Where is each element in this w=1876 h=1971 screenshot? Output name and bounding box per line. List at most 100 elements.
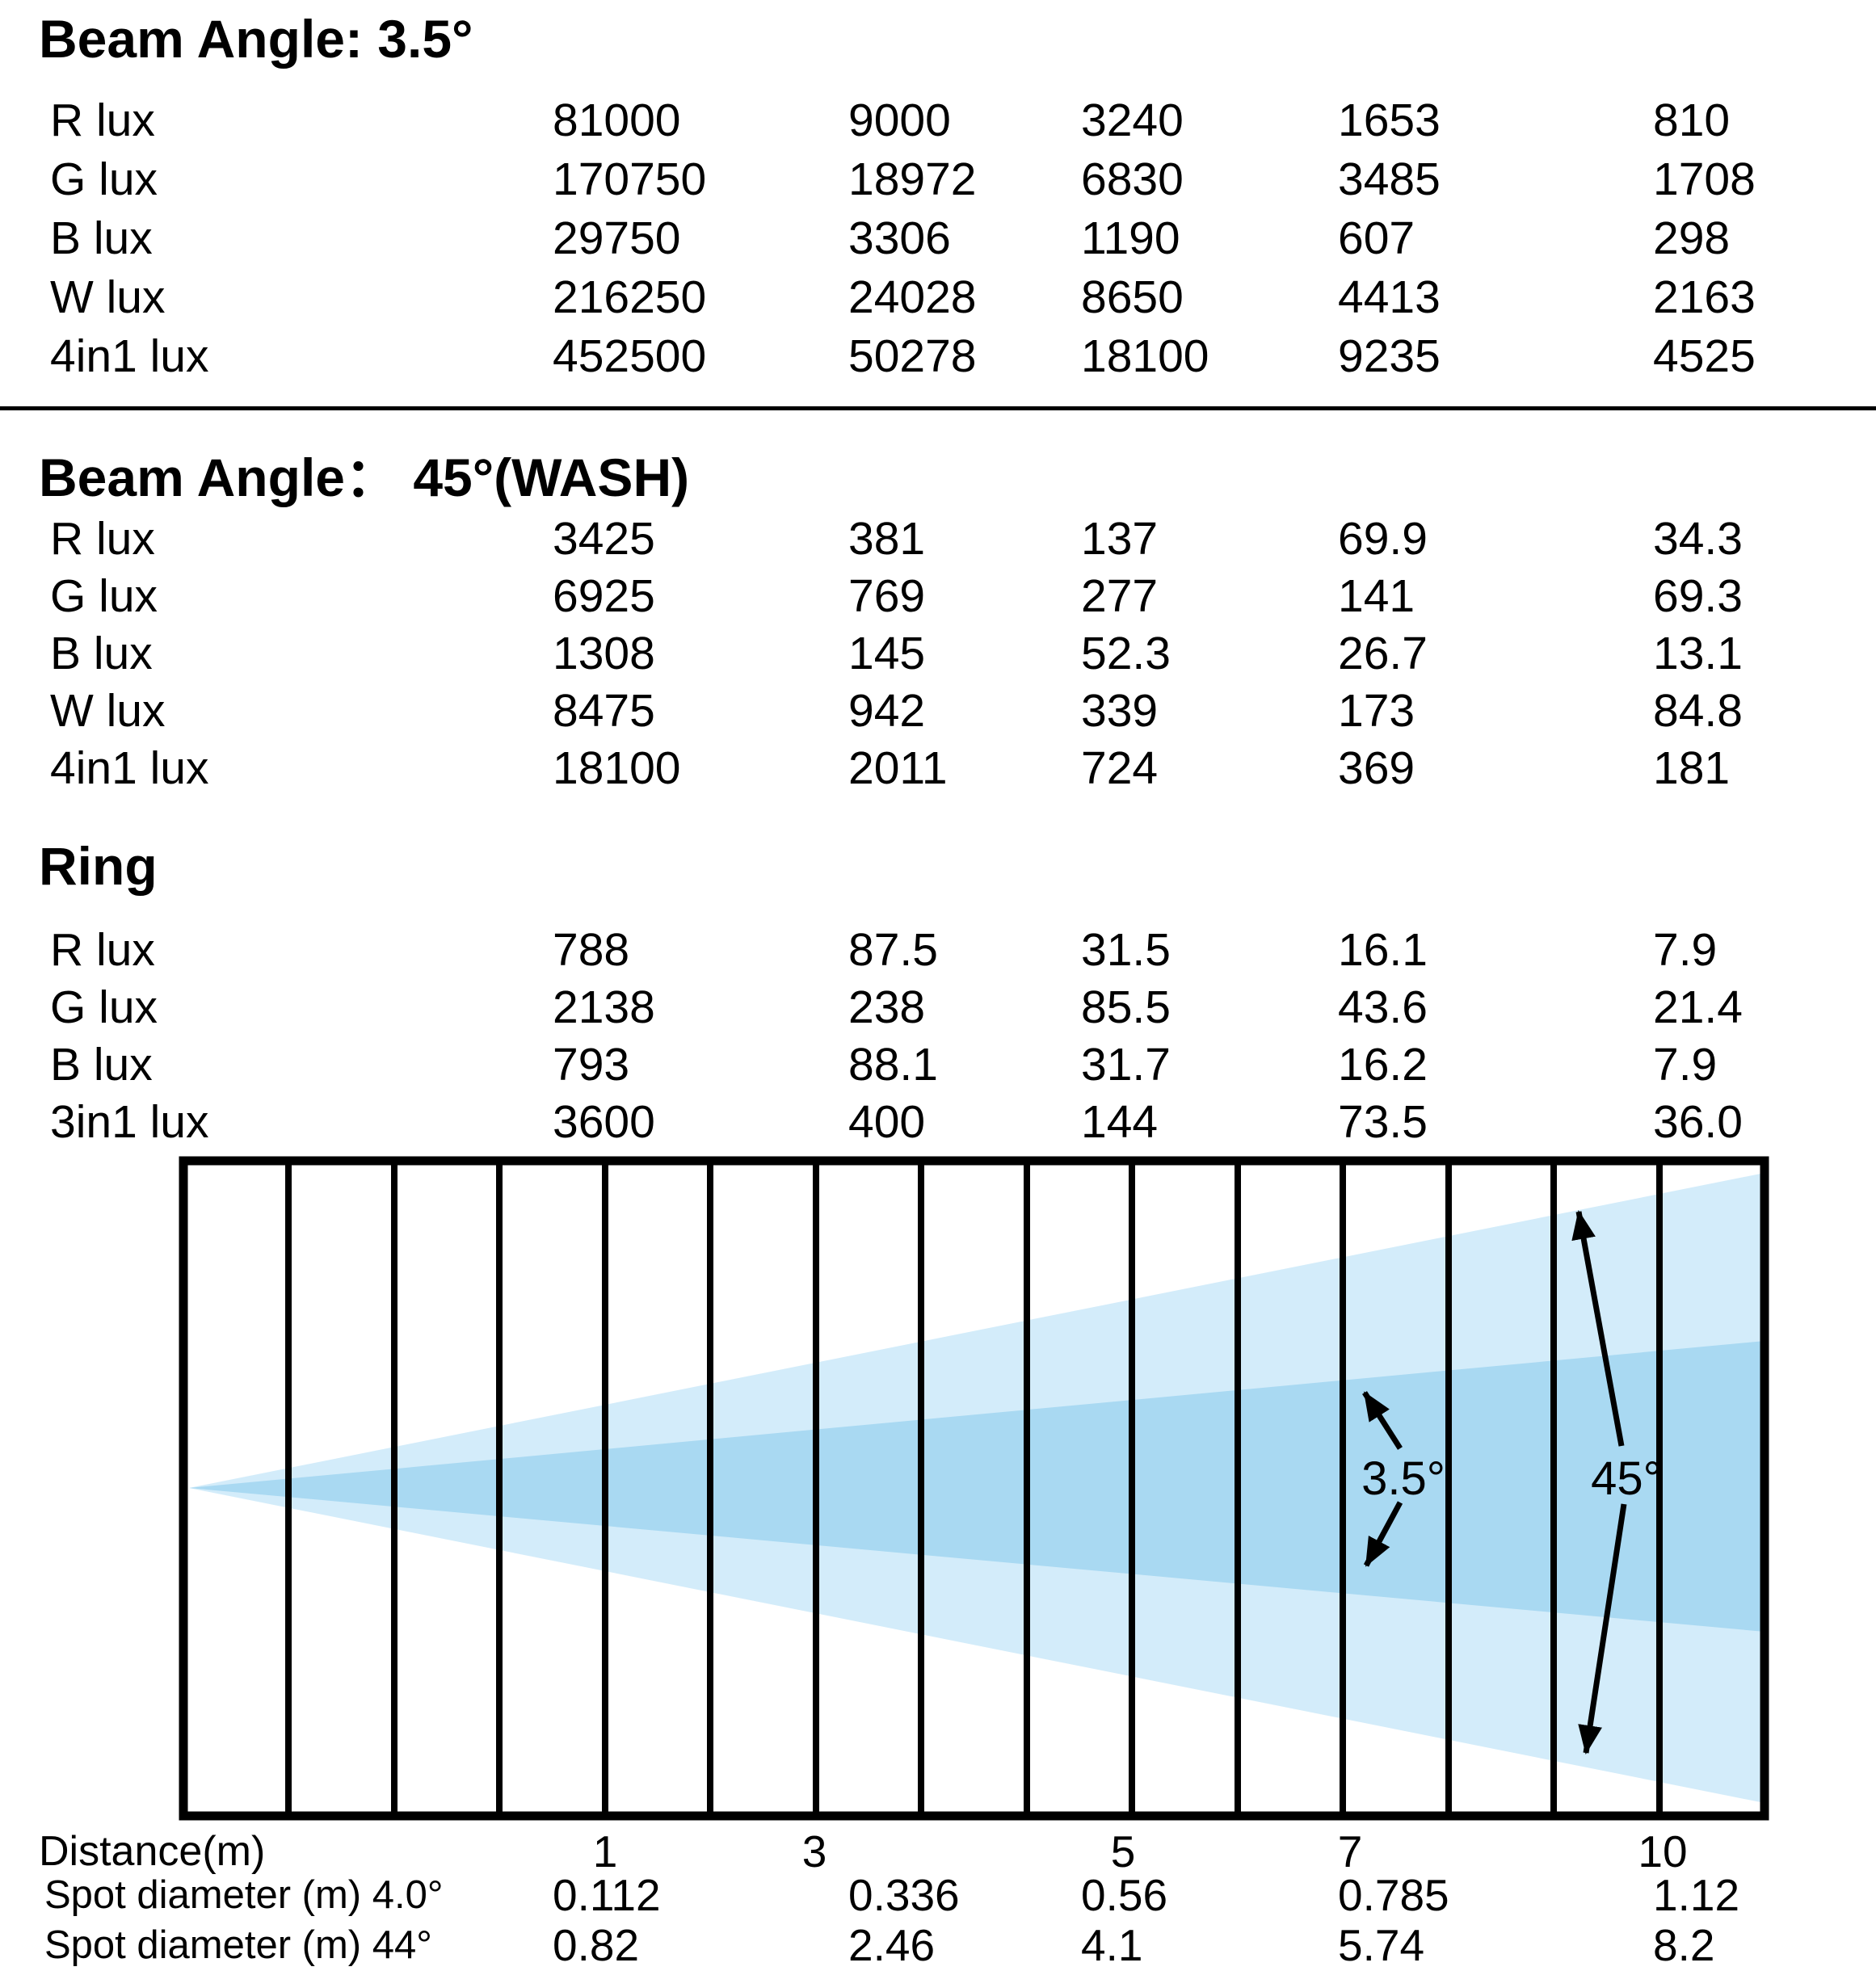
ring-table: R lux 788 87.5 31.5 16.1 7.9 G lux 2138 … <box>0 923 1876 1153</box>
spot-diameter-value: 0.785 <box>1338 1870 1449 1920</box>
lux-value: 181 <box>1653 742 1731 794</box>
spot-diameter-value: 8.2 <box>1653 1920 1715 1970</box>
table-row: G lux 6925 769 277 141 69.3 <box>0 569 1876 627</box>
lux-value: 7.9 <box>1653 1039 1718 1091</box>
lux-value: 50278 <box>848 330 977 382</box>
lux-value: 43.6 <box>1338 981 1428 1033</box>
lux-value: 400 <box>848 1096 926 1148</box>
distance-value: 1 <box>592 1826 618 1876</box>
lux-value: 4525 <box>1653 330 1756 382</box>
lux-value: 8650 <box>1081 271 1184 323</box>
spot-diameter-value: 5.74 <box>1338 1920 1425 1970</box>
distance-gridlines <box>285 1161 1663 1816</box>
lux-value: 21.4 <box>1653 981 1743 1033</box>
lux-value: 73.5 <box>1338 1096 1428 1148</box>
lux-value: 1308 <box>553 628 655 679</box>
table-row: R lux 81000 9000 3240 1653 810 <box>0 94 1876 153</box>
section-divider <box>0 406 1876 410</box>
lux-value: 8475 <box>553 685 655 737</box>
lux-value: 170750 <box>553 153 707 205</box>
lux-value: 16.2 <box>1338 1039 1428 1091</box>
lux-value: 788 <box>553 924 630 976</box>
table-row: 4in1 lux 18100 2011 724 369 181 <box>0 742 1876 799</box>
lux-value: 4413 <box>1338 271 1441 323</box>
table-row: W lux 216250 24028 8650 4413 2163 <box>0 271 1876 330</box>
lux-value: 145 <box>848 628 926 679</box>
row-label: G lux <box>50 153 158 205</box>
narrow-angle-arrow-down-icon <box>1363 1501 1403 1567</box>
section2-title: Beam Angle： 45°(WASH) <box>39 448 690 507</box>
lux-value: 9000 <box>848 95 951 146</box>
row-label: R lux <box>50 924 155 976</box>
narrow-angle-arrow-up-icon <box>1362 1391 1403 1450</box>
narrow-beam-angle-label: 3.5° <box>1361 1452 1445 1505</box>
lux-value: 942 <box>848 685 926 737</box>
lux-value: 298 <box>1653 212 1731 264</box>
lux-value: 3306 <box>848 212 951 264</box>
diagram-frame <box>179 1156 1769 1821</box>
lux-value: 381 <box>848 513 926 565</box>
lux-value: 452500 <box>553 330 707 382</box>
table-row: 4in1 lux 452500 50278 18100 9235 4525 <box>0 330 1876 389</box>
row-label: R lux <box>50 513 155 565</box>
table-row: 3in1 lux 3600 400 144 73.5 36.0 <box>0 1095 1876 1153</box>
lux-value: 81000 <box>553 95 681 146</box>
table-row: R lux 3425 381 137 69.9 34.3 <box>0 512 1876 569</box>
lux-value: 69.9 <box>1338 513 1428 565</box>
lux-value: 137 <box>1081 513 1159 565</box>
spot-diameter-value: 0.112 <box>553 1870 661 1920</box>
spot-diameter-value: 1.12 <box>1653 1870 1740 1920</box>
spot-diameter-value: 0.56 <box>1081 1870 1168 1920</box>
lux-value: 144 <box>1081 1096 1159 1148</box>
wide-angle-arrow-up-icon <box>1571 1210 1625 1447</box>
distance-value: 7 <box>1337 1826 1363 1876</box>
angle-arrows <box>1362 1210 1627 1755</box>
table-row: G lux 170750 18972 6830 3485 1708 <box>0 153 1876 212</box>
lux-value: 18972 <box>848 153 977 205</box>
row-label: 4in1 lux <box>50 330 209 382</box>
section1-title: Beam Angle: 3.5° <box>39 9 473 69</box>
lux-value: 141 <box>1338 570 1415 622</box>
spot-diameter-value: 4.1 <box>1081 1920 1143 1970</box>
row-label: R lux <box>50 95 155 146</box>
lux-value: 85.5 <box>1081 981 1171 1033</box>
lux-value: 7.9 <box>1653 924 1718 976</box>
distance-axis-label: Distance(m) <box>39 1828 266 1875</box>
row-label: 3in1 lux <box>50 1096 209 1148</box>
wide-beam-angle-label: 45° <box>1591 1452 1662 1505</box>
lux-value: 3240 <box>1081 95 1184 146</box>
lux-value: 9235 <box>1338 330 1441 382</box>
table-row: R lux 788 87.5 31.5 16.1 7.9 <box>0 923 1876 981</box>
lux-value: 84.8 <box>1653 685 1743 737</box>
lux-value: 2011 <box>848 742 948 794</box>
table-row: W lux 8475 942 339 173 84.8 <box>0 684 1876 742</box>
wide-angle-arrow-down-icon <box>1578 1503 1627 1755</box>
distance-value: 10 <box>1638 1826 1688 1876</box>
lux-value: 2163 <box>1653 271 1756 323</box>
table-row: B lux 29750 3306 1190 607 298 <box>0 212 1876 271</box>
lux-value: 69.3 <box>1653 570 1743 622</box>
spot-diameter-wide-label: Spot diameter (m) 44° <box>44 1923 432 1967</box>
spot-diameter-value: 0.82 <box>553 1920 640 1970</box>
lux-value: 3600 <box>553 1096 655 1148</box>
lux-value: 1190 <box>1081 212 1180 264</box>
lux-value: 88.1 <box>848 1039 938 1091</box>
table-row: B lux 793 88.1 31.7 16.2 7.9 <box>0 1038 1876 1095</box>
lux-value: 24028 <box>848 271 977 323</box>
ring-title: Ring <box>39 836 158 896</box>
spot-diameter-value: 0.336 <box>848 1870 960 1920</box>
row-label: B lux <box>50 628 153 679</box>
row-label: G lux <box>50 570 158 622</box>
lux-value: 13.1 <box>1653 628 1743 679</box>
section1-table: R lux 81000 9000 3240 1653 810 G lux 170… <box>0 94 1876 389</box>
lux-value: 793 <box>553 1039 630 1091</box>
row-label: B lux <box>50 1039 153 1091</box>
lux-value: 87.5 <box>848 924 938 976</box>
row-label: W lux <box>50 685 166 737</box>
lux-value: 1708 <box>1653 153 1756 205</box>
lux-value: 607 <box>1338 212 1415 264</box>
section2-table: R lux 3425 381 137 69.9 34.3 G lux 6925 … <box>0 512 1876 799</box>
lux-value: 216250 <box>553 271 707 323</box>
table-row: B lux 1308 145 52.3 26.7 13.1 <box>0 627 1876 684</box>
